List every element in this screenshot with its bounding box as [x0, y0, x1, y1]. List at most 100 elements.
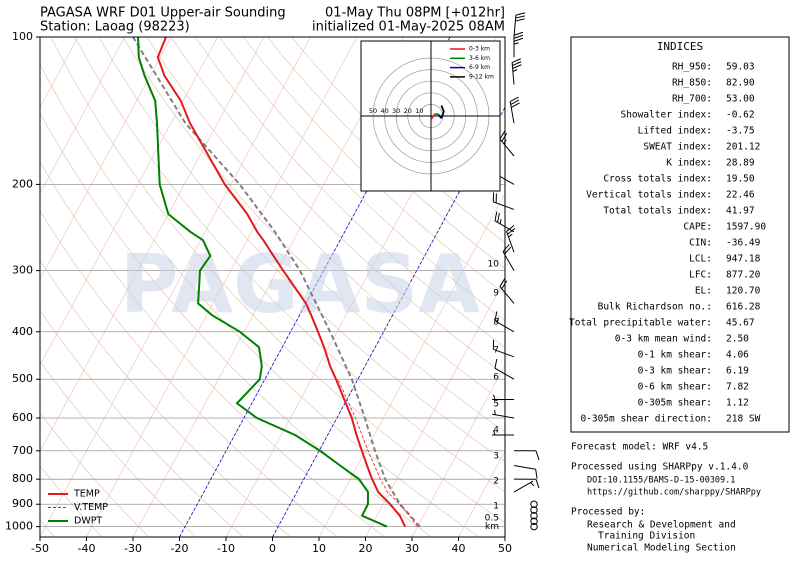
height-label: 5 [493, 400, 499, 410]
index-label: Vertical totals index: [586, 190, 712, 201]
index-label: Lifted index: [638, 126, 712, 137]
hodo-ring-label: 30 [392, 107, 400, 115]
height-label: 0.5 [485, 514, 499, 524]
y-tick-label: 500 [12, 372, 33, 385]
dry-adiabat [40, 112, 433, 537]
hodo-legend-label: 9-12 km [469, 73, 494, 80]
index-value: 45.67 [726, 318, 755, 329]
index-label: Showalter index: [620, 110, 712, 121]
legend-label: DWPT [74, 516, 102, 527]
wind-barb [499, 278, 515, 304]
hodo-legend-label: 6-9 km [469, 64, 490, 71]
dry-adiabat [74, 37, 505, 493]
index-label: Bulk Richardson no.: [598, 302, 712, 313]
wind-barb [502, 244, 515, 271]
dry-adiabat [40, 519, 55, 537]
index-label: RH_700: [672, 94, 712, 105]
wind-barb [509, 96, 520, 124]
hodo-ring-label: 10 [415, 107, 423, 115]
hodo-trace [430, 113, 437, 120]
hodo-trace [440, 105, 445, 119]
index-value: 1597.90 [726, 222, 766, 233]
title-right: 01-May Thu 08PM [+012hr] [325, 6, 505, 21]
index-value: 22.46 [726, 190, 755, 201]
indices-title: INDICES [657, 40, 703, 53]
hodo-ring-label: 40 [380, 107, 388, 115]
height-label: 4 [493, 426, 499, 436]
wind-barb [492, 192, 515, 210]
subtitle-right: initialized 01-May-2025 08AM [312, 20, 505, 35]
wind-barb [492, 339, 515, 358]
dry-adiabat [146, 37, 505, 404]
height-label: 3 [493, 451, 499, 461]
wind-barb [492, 409, 515, 419]
dry-adiabat [40, 161, 385, 537]
subtitle-left: Station: Laoag (98223) [40, 20, 190, 35]
hodo-ring-label: 20 [404, 107, 412, 115]
wind-barb [513, 464, 538, 479]
index-value: 82.90 [726, 78, 755, 89]
footer-url: https://github.com/sharppy/SHARPpy [587, 488, 761, 498]
index-value: -0.62 [726, 110, 755, 121]
isotherm [132, 37, 404, 537]
footer-processed: Processed using SHARPpy v.1.4.0 [571, 462, 749, 473]
wind-barb [511, 58, 522, 85]
height-label: 2 [493, 477, 499, 487]
index-label: Cross totals index: [603, 174, 712, 185]
legend-label: V.TEMP [74, 502, 108, 513]
y-tick-label: 600 [12, 411, 33, 424]
isotherm [40, 37, 218, 366]
x-tick-label: -30 [124, 542, 142, 555]
isotherm [411, 364, 505, 537]
index-label: 0-305m shear direction: [580, 414, 712, 425]
x-tick-label: 0 [269, 542, 276, 555]
index-label: K index: [666, 158, 712, 169]
index-label: Total precipitable water: [569, 318, 712, 329]
wind-barb [494, 311, 515, 333]
index-value: 201.12 [726, 142, 760, 153]
height-label: 1 [493, 502, 499, 512]
isotherm [318, 192, 505, 537]
profile-line [156, 37, 406, 528]
dry-adiabat [243, 37, 505, 295]
index-label: SWEAT index: [643, 142, 712, 153]
footer-org: Research & Development and [587, 520, 736, 531]
footer-org: Training Division [598, 531, 695, 542]
y-tick-label: 400 [12, 325, 33, 338]
height-label: km [485, 522, 499, 532]
height-label: 10 [488, 260, 500, 270]
height-label: 9 [493, 288, 499, 298]
index-value: 1.12 [726, 398, 749, 409]
index-value: 7.82 [726, 382, 749, 393]
calm-wind [530, 522, 538, 531]
index-value: 947.18 [726, 254, 761, 265]
footer-processed-by: Processed by: [571, 507, 645, 518]
index-label: RH_850: [672, 78, 712, 89]
x-tick-label: -10 [217, 542, 235, 555]
index-label: EL: [695, 286, 712, 297]
index-value: -3.75 [726, 126, 755, 137]
parcel-path [132, 37, 421, 528]
isotherm [0, 37, 32, 537]
wind-barb [491, 430, 515, 436]
wind-barbs [491, 12, 540, 531]
y-tick-label: 300 [12, 264, 33, 277]
index-value: 41.97 [726, 206, 755, 217]
calm-wind [530, 500, 538, 508]
x-tick-label: 40 [452, 542, 466, 555]
dry-adiabat [40, 360, 197, 537]
index-label: Total totals index: [603, 206, 712, 217]
x-tick-label: 20 [359, 542, 373, 555]
watermark: PAGASA [120, 238, 480, 331]
wind-barb [513, 12, 526, 38]
dry-adiabat [170, 37, 505, 376]
x-tick-label: -20 [171, 542, 189, 555]
index-label: CIN: [689, 238, 712, 249]
wind-barb [513, 31, 524, 58]
y-tick-label: 200 [12, 177, 33, 190]
index-label: 0-3 km mean wind: [615, 334, 712, 345]
indices-table: RH_950: 59.03 RH_850: 82.90 RH_700: 53.00 Show… [569, 62, 766, 425]
hodo-legend-label: 3-6 km [469, 55, 490, 62]
isotherm [40, 37, 265, 452]
